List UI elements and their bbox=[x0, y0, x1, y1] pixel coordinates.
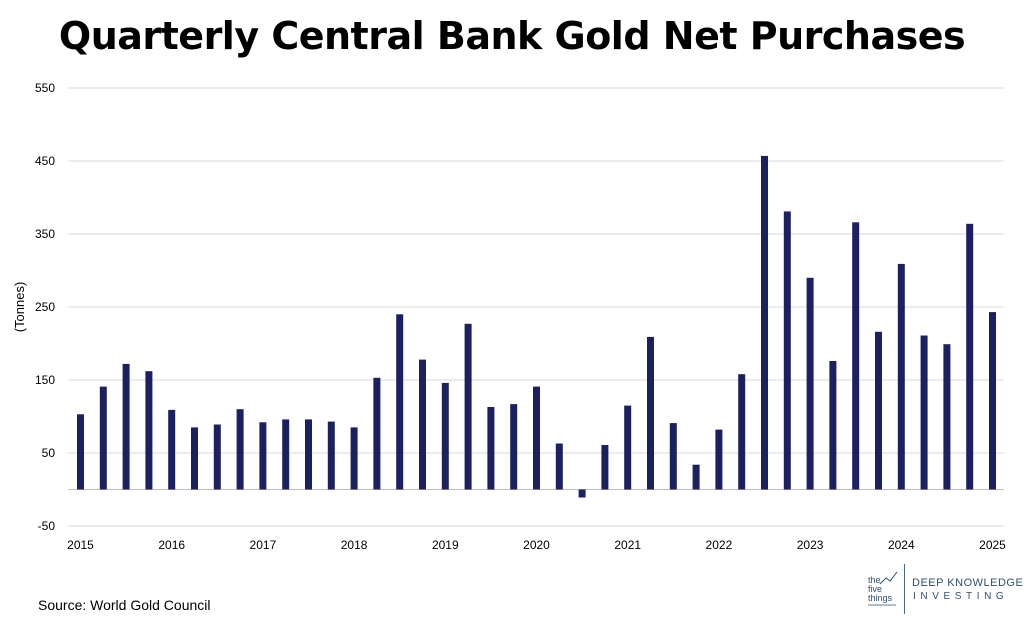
bar bbox=[464, 323, 472, 490]
bar bbox=[806, 277, 814, 490]
bar bbox=[419, 359, 426, 490]
bar bbox=[692, 464, 700, 490]
x-tick-label: 2018 bbox=[341, 538, 368, 552]
x-tick-label: 2016 bbox=[158, 538, 185, 552]
bar bbox=[396, 314, 404, 490]
x-axis-ticks: 2015 2016 2017 2018 2019 2020 2021 2022 2023 2024… bbox=[67, 538, 1006, 552]
bar bbox=[99, 386, 107, 490]
bar bbox=[168, 409, 176, 490]
bar bbox=[829, 361, 837, 490]
bar bbox=[761, 155, 768, 490]
bar bbox=[989, 312, 996, 490]
bar bbox=[305, 419, 312, 490]
x-tick-label: 2022 bbox=[706, 538, 733, 552]
x-tick-label: 2021 bbox=[614, 538, 641, 552]
logo-name-line-2: INVESTING bbox=[913, 591, 1009, 602]
bar bbox=[715, 429, 723, 490]
x-tick-label: 2024 bbox=[888, 538, 915, 552]
bar bbox=[624, 405, 632, 490]
bar bbox=[122, 363, 130, 490]
bar bbox=[510, 404, 518, 490]
bar bbox=[920, 335, 928, 490]
bar bbox=[191, 427, 198, 490]
bar bbox=[647, 336, 654, 490]
bar bbox=[533, 386, 540, 490]
logo-mark-text-3: things bbox=[868, 593, 893, 603]
y-tick-label: 150 bbox=[35, 373, 55, 387]
bar bbox=[282, 419, 290, 490]
bar bbox=[350, 427, 358, 490]
bar bbox=[487, 407, 495, 490]
bar bbox=[852, 222, 860, 490]
x-tick-label: 2015 bbox=[67, 538, 94, 552]
bars bbox=[77, 155, 996, 498]
bar bbox=[943, 344, 951, 490]
bar bbox=[578, 489, 586, 498]
bar bbox=[327, 421, 335, 490]
bar bbox=[738, 374, 746, 490]
y-tick-label: 250 bbox=[35, 300, 55, 314]
logo-arrow-icon bbox=[879, 571, 898, 585]
bar bbox=[783, 211, 791, 490]
x-tick-label: 2017 bbox=[250, 538, 277, 552]
x-tick-label: 2019 bbox=[432, 538, 459, 552]
y-tick-label: 50 bbox=[42, 446, 56, 460]
logo-mark-text-2: five bbox=[868, 584, 882, 594]
chart-title: Quarterly Central Bank Gold Net Purchase… bbox=[58, 14, 966, 58]
bar bbox=[555, 443, 563, 490]
y-tick-label: 550 bbox=[35, 81, 55, 95]
y-tick-label: 450 bbox=[35, 154, 55, 168]
bar bbox=[601, 445, 609, 490]
y-tick-label: 350 bbox=[35, 227, 55, 241]
logo-divider bbox=[904, 564, 905, 614]
bar bbox=[145, 371, 153, 490]
bar bbox=[875, 331, 882, 490]
y-axis-ticks: -50 50 150 250 350 450 550 bbox=[35, 81, 55, 533]
source-note: Source: World Gold Council bbox=[38, 597, 211, 613]
logo-name-line-1: DEEP KNOWLEDGE bbox=[912, 577, 1024, 589]
bar bbox=[897, 263, 905, 490]
x-tick-label: 2025 bbox=[979, 538, 1006, 552]
bar bbox=[966, 223, 974, 490]
brand-logo: the five things DEEP KNOWLEDGE INVESTING bbox=[866, 562, 1023, 616]
logo-mark-text-1: the bbox=[868, 575, 881, 585]
bar bbox=[77, 414, 84, 490]
x-tick-label: 2023 bbox=[797, 538, 824, 552]
y-axis-label: (Tonnes) bbox=[12, 282, 27, 333]
y-tick-label: -50 bbox=[38, 519, 56, 533]
bar bbox=[259, 422, 267, 490]
bar bbox=[213, 424, 221, 490]
bar bbox=[669, 423, 677, 490]
x-tick-label: 2020 bbox=[523, 538, 550, 552]
bar bbox=[373, 377, 381, 490]
bar bbox=[236, 409, 244, 490]
bar bbox=[441, 382, 449, 490]
five-things-logo-mark: the five things bbox=[868, 571, 898, 606]
